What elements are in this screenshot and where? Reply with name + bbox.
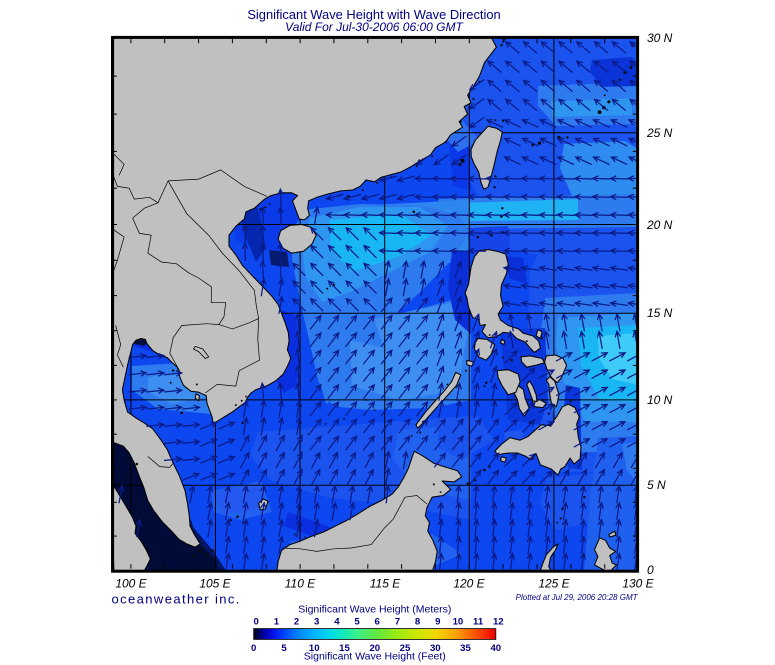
svg-text:11: 11 — [473, 617, 484, 628]
svg-text:30: 30 — [430, 643, 441, 654]
svg-text:2: 2 — [294, 617, 299, 628]
svg-text:8: 8 — [415, 617, 421, 628]
svg-text:10 N: 10 N — [647, 393, 673, 407]
svg-text:0: 0 — [254, 617, 259, 628]
svg-text:35: 35 — [460, 643, 471, 654]
svg-text:20: 20 — [369, 643, 380, 654]
svg-text:40: 40 — [490, 643, 501, 654]
svg-text:15 N: 15 N — [647, 306, 673, 320]
svg-text:9: 9 — [435, 617, 440, 628]
svg-text:25 N: 25 N — [646, 126, 673, 140]
svg-text:125 E: 125 E — [538, 577, 570, 591]
svg-text:110 E: 110 E — [285, 577, 316, 591]
svg-text:4: 4 — [334, 617, 340, 628]
svg-text:Valid For Jul-30-2006 06:00 GM: Valid For Jul-30-2006 06:00 GMT — [285, 20, 464, 34]
svg-text:5: 5 — [281, 643, 287, 654]
svg-text:0: 0 — [647, 563, 654, 577]
svg-text:105 E: 105 E — [199, 577, 231, 591]
svg-text:5: 5 — [354, 617, 360, 628]
svg-text:10: 10 — [309, 643, 320, 654]
svg-text:130 E: 130 E — [622, 577, 654, 591]
svg-text:0: 0 — [251, 643, 256, 654]
svg-text:Significant Wave Height (Meter: Significant Wave Height (Meters) — [298, 604, 451, 616]
svg-text:20 N: 20 N — [646, 218, 673, 232]
svg-text:15: 15 — [339, 643, 350, 654]
svg-text:1: 1 — [274, 617, 280, 628]
svg-text:100 E: 100 E — [115, 577, 147, 591]
svg-text:120 E: 120 E — [453, 577, 485, 591]
svg-text:30 N: 30 N — [647, 31, 673, 45]
svg-text:6: 6 — [375, 617, 380, 628]
svg-text:5 N: 5 N — [647, 478, 666, 492]
svg-text:7: 7 — [395, 617, 400, 628]
svg-text:3: 3 — [314, 617, 319, 628]
svg-text:12: 12 — [493, 617, 504, 628]
svg-text:10: 10 — [453, 617, 464, 628]
svg-text:Significant Wave Height with W: Significant Wave Height with Wave Direct… — [247, 7, 500, 22]
svg-text:25: 25 — [400, 643, 411, 654]
svg-text:Significant Wave Height (Feet): Significant Wave Height (Feet) — [304, 651, 446, 663]
svg-text:115 E: 115 E — [370, 577, 401, 591]
svg-text:oceanweather inc.: oceanweather inc. — [112, 592, 241, 607]
svg-text:Plotted at Jul 29, 2006 20:28: Plotted at Jul 29, 2006 20:28 GMT — [516, 593, 639, 602]
